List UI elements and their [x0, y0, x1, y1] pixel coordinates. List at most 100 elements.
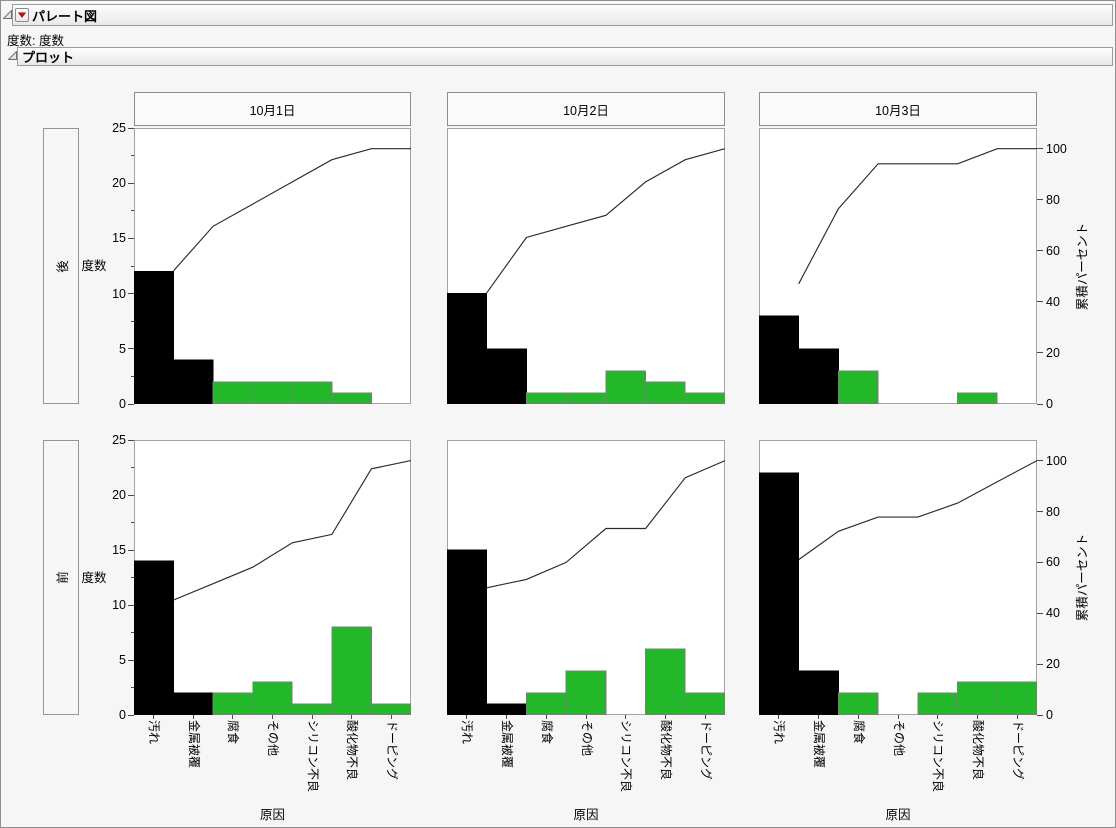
disclosure-triangle-icon[interactable]: [3, 10, 12, 19]
x-axis-tick: [232, 715, 234, 719]
bar-金属被覆[interactable]: [173, 359, 214, 404]
pareto-chart-cell-前-10月1日[interactable]: [133, 440, 412, 715]
plot-section-title: プロット: [22, 50, 75, 65]
bar-汚れ[interactable]: [133, 560, 174, 715]
pareto-chart-cell-前-10月3日[interactable]: [758, 440, 1038, 715]
bar-その他[interactable]: [565, 670, 607, 715]
bar-汚れ[interactable]: [446, 293, 488, 404]
bar-シリコン不良[interactable]: [605, 370, 646, 404]
bar-腐食[interactable]: [212, 692, 254, 715]
y-axis-major-tick: [128, 714, 134, 716]
bar-ドーピング[interactable]: [996, 681, 1038, 715]
plot-frame: [134, 128, 411, 404]
bar-シリコン不良[interactable]: [291, 381, 333, 404]
bar-ドーピング[interactable]: [371, 703, 412, 715]
bar-酸化物不良[interactable]: [331, 626, 372, 715]
x-axis-tick-label-シリコン不良: シリコン不良: [305, 720, 320, 793]
bar-シリコン不良[interactable]: [291, 703, 333, 715]
pareto-chart-cell-後-10月3日[interactable]: [758, 128, 1037, 404]
pareto-chart-cell-後-10月2日[interactable]: [446, 128, 726, 404]
bar-酸化物不良[interactable]: [957, 392, 998, 404]
bar-ドーピング[interactable]: [684, 392, 726, 404]
x-axis-tick-label-その他: その他: [579, 720, 594, 757]
bar-腐食[interactable]: [526, 692, 567, 715]
y-axis-tick-label: 0: [119, 708, 126, 722]
y2-axis-title: 累積パーセント: [1067, 440, 1095, 715]
x-axis-tick: [625, 715, 627, 719]
x-axis-tick: [857, 715, 859, 719]
y2-axis-tick-label: 100: [1046, 453, 1067, 468]
pareto-chart-svg: [133, 128, 411, 404]
y-axis-major-tick: [128, 604, 134, 606]
x-axis-tick: [976, 715, 978, 719]
y2-axis-tick-label: 20: [1046, 345, 1060, 360]
x-axis-tick: [585, 715, 587, 719]
bar-腐食[interactable]: [526, 392, 567, 404]
y-axis-major-tick: [128, 494, 134, 496]
red-triangle-icon: [18, 12, 26, 18]
y-axis-tick-label: 10: [112, 286, 126, 301]
row-header-label: 前: [55, 571, 70, 584]
plot-section-bar[interactable]: プロット: [17, 47, 1113, 66]
row-header-label: 後: [55, 259, 70, 273]
y-axis-minor-tick: [131, 210, 134, 212]
y-axis-major-tick: [128, 549, 134, 551]
y-axis-tick-label: 25: [112, 433, 126, 447]
bar-汚れ[interactable]: [446, 549, 488, 715]
y-axis-tick-label: 10: [112, 598, 126, 612]
report-title-bar[interactable]: パレート図: [12, 4, 1113, 26]
cumulative-percent-line: [486, 460, 726, 589]
y2-axis-major-tick: [1037, 612, 1043, 614]
x-axis-tick-label-シリコン不良: シリコン不良: [619, 720, 634, 793]
pareto-chart-cell-前-10月2日[interactable]: [446, 440, 726, 715]
pareto-chart-svg: [446, 440, 726, 715]
y-axis-tick-label: 15: [112, 543, 126, 557]
bar-その他[interactable]: [252, 381, 293, 404]
pareto-chart-cell-後-10月1日[interactable]: [133, 128, 411, 404]
y2-axis-tick-label: 0: [1046, 708, 1053, 722]
bar-その他[interactable]: [252, 681, 293, 715]
bar-金属被覆[interactable]: [798, 348, 839, 404]
bar-汚れ[interactable]: [758, 315, 800, 404]
y-axis-title: 度数: [81, 570, 107, 585]
bar-酸化物不良[interactable]: [645, 381, 686, 404]
y-axis-tick-label: 20: [112, 488, 126, 502]
y2-axis-tick-label: 40: [1046, 606, 1060, 621]
x-axis-tick-label-酸化物不良: 酸化物不良: [970, 720, 985, 781]
report-title: パレート図: [32, 8, 98, 24]
y2-axis-tick-label: 40: [1046, 294, 1060, 309]
column-header-10月3日: 10月3日: [759, 92, 1037, 126]
y-axis-major-tick: [128, 403, 134, 405]
y-axis-major-tick: [128, 182, 134, 184]
disclosure-triangle-icon[interactable]: [8, 51, 17, 60]
cumulative-percent-line: [173, 460, 412, 601]
bar-金属被覆[interactable]: [486, 703, 527, 715]
cumulative-percent-line: [798, 148, 1037, 285]
bar-腐食[interactable]: [838, 370, 879, 404]
cumulative-percent-line: [798, 460, 1038, 561]
bar-金属被覆[interactable]: [798, 670, 839, 715]
x-axis-tick: [466, 715, 468, 719]
bar-汚れ[interactable]: [758, 472, 800, 715]
x-axis-tick-label-腐食: 腐食: [539, 720, 554, 745]
red-triangle-menu-button[interactable]: [15, 8, 29, 22]
bar-酸化物不良[interactable]: [957, 681, 998, 715]
bar-腐食[interactable]: [212, 381, 254, 404]
bar-シリコン不良[interactable]: [917, 692, 958, 715]
bar-その他[interactable]: [565, 392, 607, 404]
y2-axis-major-tick: [1037, 460, 1043, 462]
bar-酸化物不良[interactable]: [331, 392, 372, 404]
y-axis-major-tick: [128, 237, 134, 239]
y-axis-major-tick: [128, 348, 134, 350]
bar-酸化物不良[interactable]: [645, 648, 686, 715]
x-axis-tick: [664, 715, 666, 719]
x-axis-tick-label-酸化物不良: 酸化物不良: [345, 720, 360, 781]
bar-金属被覆[interactable]: [173, 692, 214, 715]
y-axis-major-tick: [128, 293, 134, 295]
y2-axis-title-label: 累積パーセント: [1075, 222, 1090, 310]
bar-ドーピング[interactable]: [684, 692, 726, 715]
bar-金属被覆[interactable]: [486, 348, 527, 404]
bar-汚れ[interactable]: [133, 271, 174, 404]
bar-腐食[interactable]: [838, 692, 879, 715]
